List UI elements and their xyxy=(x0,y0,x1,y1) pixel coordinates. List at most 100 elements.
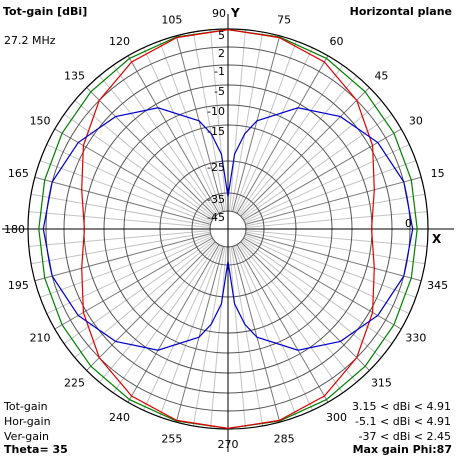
angle-tick-label-195: 195 xyxy=(8,279,29,292)
spoke-minor xyxy=(230,31,264,212)
angle-tick-label-315: 315 xyxy=(371,376,392,389)
spoke-minor xyxy=(245,230,428,247)
spoke-minor xyxy=(241,240,382,358)
spoke-minor xyxy=(241,100,382,218)
spoke-major xyxy=(243,237,402,330)
angle-tick-label-300: 300 xyxy=(326,411,347,424)
spoke-minor xyxy=(28,211,211,228)
spoke-minor xyxy=(239,242,357,383)
angle-tick-label-210: 210 xyxy=(30,332,51,345)
angle-tick-label-0: 0 xyxy=(405,217,412,230)
spoke-minor xyxy=(229,246,246,429)
spoke-major xyxy=(245,233,422,282)
spoke-minor xyxy=(192,246,226,427)
spoke-minor xyxy=(244,234,417,298)
spoke-minor xyxy=(244,144,410,222)
spoke-minor xyxy=(233,40,297,213)
spoke-minor xyxy=(63,238,214,345)
angle-tick-label-150: 150 xyxy=(30,115,51,128)
y-axis-label: Y xyxy=(230,6,240,20)
spoke-minor xyxy=(63,113,214,220)
spoke-major xyxy=(232,246,281,423)
angle-tick-label-90: 90 xyxy=(212,7,226,20)
spoke-major xyxy=(236,55,329,214)
spoke-minor xyxy=(39,160,212,224)
spoke-minor xyxy=(143,245,221,411)
spoke-major xyxy=(240,241,370,371)
spoke-major xyxy=(175,246,224,423)
angle-tick-label-285: 285 xyxy=(274,433,295,446)
spoke-minor xyxy=(245,231,426,265)
radial-tick-label: -10 xyxy=(207,105,225,118)
spoke-major xyxy=(54,128,213,221)
spoke-minor xyxy=(242,238,393,345)
spoke-minor xyxy=(245,193,426,227)
spoke-minor xyxy=(230,246,264,427)
spoke-minor xyxy=(74,100,215,218)
angle-tick-label-135: 135 xyxy=(64,70,85,83)
spoke-minor xyxy=(192,31,226,212)
spoke-minor xyxy=(229,29,246,212)
spoke-major xyxy=(240,87,370,217)
chart-title: Tot-gain [dBi] xyxy=(3,5,88,18)
angle-tick-label-15: 15 xyxy=(431,167,445,180)
tick-label-layer: 0153045607590105120135150165180195210225… xyxy=(4,6,448,451)
spoke-minor xyxy=(30,231,211,265)
spoke-major xyxy=(34,233,211,282)
spoke-major xyxy=(127,55,220,214)
radial-tick-label: -5 xyxy=(214,85,225,98)
spoke-minor xyxy=(242,113,393,220)
radial-tick-label: 2 xyxy=(218,47,225,60)
angle-tick-label-165: 165 xyxy=(8,167,29,180)
angle-tick-label-180: 180 xyxy=(4,223,25,236)
spoke-minor xyxy=(245,211,428,228)
legend-name-ver-gain: Ver-gain xyxy=(4,430,49,443)
plane-label: Horizontal plane xyxy=(349,5,452,18)
spoke-major xyxy=(34,176,211,225)
spoke-minor xyxy=(237,243,344,394)
angle-tick-label-330: 330 xyxy=(405,332,426,345)
angle-tick-label-45: 45 xyxy=(374,70,388,83)
spoke-major xyxy=(236,244,329,403)
spoke-major xyxy=(245,176,422,225)
spoke-minor xyxy=(210,29,227,212)
spoke-major xyxy=(175,35,224,212)
legend-range-tot-gain: 3.15 < dBi < 4.91 xyxy=(352,400,451,413)
series-layer xyxy=(38,28,418,430)
spoke-minor xyxy=(235,245,313,411)
spoke-minor xyxy=(39,234,212,298)
angle-tick-label-255: 255 xyxy=(161,433,182,446)
spoke-minor xyxy=(99,242,217,383)
legend-range-ver-gain: -37 < dBi < 2.45 xyxy=(358,430,451,443)
spoke-minor xyxy=(210,246,227,429)
series-ver-gain xyxy=(42,107,414,351)
spoke-minor xyxy=(30,193,211,227)
angle-tick-label-60: 60 xyxy=(330,35,344,48)
legend-name-hor-gain: Hor-gain xyxy=(4,415,51,428)
spoke-major xyxy=(86,241,216,371)
spoke-minor xyxy=(74,240,215,358)
radial-tick-label: -1 xyxy=(214,65,225,78)
spoke-minor xyxy=(28,230,211,247)
angle-tick-label-120: 120 xyxy=(109,35,130,48)
spoke-minor xyxy=(112,243,219,394)
angle-tick-label-240: 240 xyxy=(109,411,130,424)
grid-layer xyxy=(2,14,454,452)
radial-tick-label: -45 xyxy=(207,211,225,224)
series-hor-gain xyxy=(81,28,375,430)
spoke-major xyxy=(86,87,216,217)
spoke-major xyxy=(127,244,220,403)
spoke-major xyxy=(54,237,213,330)
radial-tick-label: -15 xyxy=(207,125,225,138)
spoke-minor xyxy=(159,40,223,213)
spoke-minor xyxy=(159,245,223,418)
frequency-label: 27.2 MHz xyxy=(4,34,56,47)
spoke-major xyxy=(232,35,281,212)
spoke-minor xyxy=(239,75,357,216)
max-gain-label: Max gain Phi:87 xyxy=(352,443,452,456)
radial-tick-label: -35 xyxy=(207,193,225,206)
spoke-major xyxy=(243,128,402,221)
spoke-minor xyxy=(46,236,212,314)
